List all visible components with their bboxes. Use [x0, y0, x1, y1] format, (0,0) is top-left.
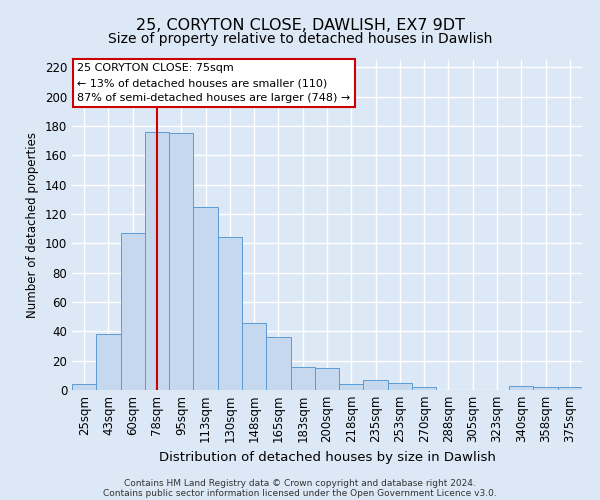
- Bar: [121, 233, 145, 390]
- Bar: [290, 366, 315, 390]
- Bar: [193, 206, 218, 390]
- Y-axis label: Number of detached properties: Number of detached properties: [26, 132, 39, 318]
- X-axis label: Distribution of detached houses by size in Dawlish: Distribution of detached houses by size …: [158, 450, 496, 464]
- Bar: [339, 384, 364, 390]
- Text: Contains public sector information licensed under the Open Government Licence v3: Contains public sector information licen…: [103, 488, 497, 498]
- Bar: [218, 238, 242, 390]
- Text: Contains HM Land Registry data © Crown copyright and database right 2024.: Contains HM Land Registry data © Crown c…: [124, 478, 476, 488]
- Bar: [412, 387, 436, 390]
- Bar: [558, 387, 582, 390]
- Text: Size of property relative to detached houses in Dawlish: Size of property relative to detached ho…: [108, 32, 492, 46]
- Bar: [315, 368, 339, 390]
- Bar: [266, 337, 290, 390]
- Text: 25 CORYTON CLOSE: 75sqm
← 13% of detached houses are smaller (110)
87% of semi-d: 25 CORYTON CLOSE: 75sqm ← 13% of detache…: [77, 64, 350, 103]
- Bar: [509, 386, 533, 390]
- Bar: [169, 134, 193, 390]
- Bar: [388, 382, 412, 390]
- Bar: [533, 387, 558, 390]
- Bar: [242, 322, 266, 390]
- Text: 25, CORYTON CLOSE, DAWLISH, EX7 9DT: 25, CORYTON CLOSE, DAWLISH, EX7 9DT: [136, 18, 464, 32]
- Bar: [72, 384, 96, 390]
- Bar: [96, 334, 121, 390]
- Bar: [364, 380, 388, 390]
- Bar: [145, 132, 169, 390]
